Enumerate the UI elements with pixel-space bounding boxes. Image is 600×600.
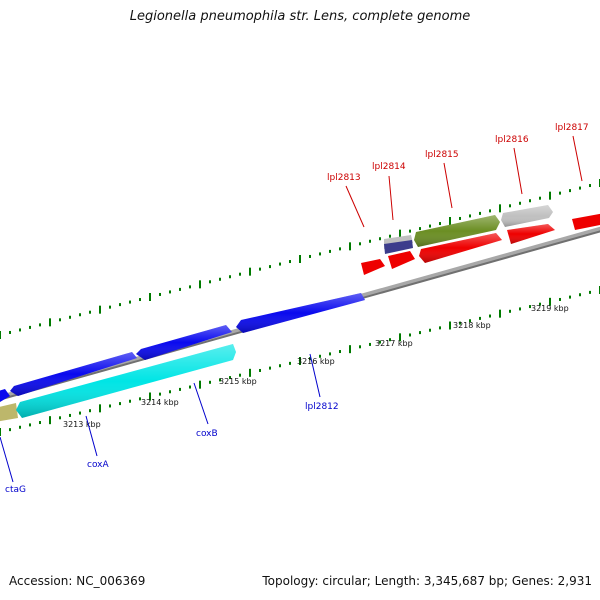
gene-label-lpl2816: lpl2816 xyxy=(495,135,529,145)
gene-arrow xyxy=(0,403,18,422)
genome-title: Legionella pneumophila str. Lens, comple… xyxy=(129,9,471,24)
gene-label-lpl2813: lpl2813 xyxy=(327,173,361,183)
gene-arrow xyxy=(384,240,413,254)
gene-label-lpl2817: lpl2817 xyxy=(555,123,589,133)
gene-label-coxA: coxA xyxy=(87,460,110,470)
gene-label-lpl2814: lpl2814 xyxy=(372,162,406,172)
accession-label: Accession: NC_006369 xyxy=(9,574,146,588)
gene-arrow xyxy=(388,251,415,269)
kbp-label-3214: 3214 kbp xyxy=(141,398,179,407)
lower-scale-ticks xyxy=(0,286,600,436)
gene-label-ctaG: ctaG xyxy=(5,485,26,495)
upper-scale-ticks xyxy=(0,179,600,339)
reverse-strand-features xyxy=(0,344,236,422)
kbp-label-3213: 3213 kbp xyxy=(63,420,101,429)
kbp-labels: 3213 kbp 3214 kbp 3215 kbp 3216 kbp 3217… xyxy=(63,304,569,429)
forward-strand-features xyxy=(0,213,600,402)
label-callouts xyxy=(0,135,583,483)
kbp-label-3218: 3218 kbp xyxy=(453,321,491,330)
gene-arrow xyxy=(0,389,10,402)
gene-label-coxB: coxB xyxy=(196,429,218,439)
genome-summary: Topology: circular; Length: 3,345,687 bp… xyxy=(262,574,592,588)
gene-label-lpl2815: lpl2815 xyxy=(425,150,459,160)
gene-arrow xyxy=(361,259,385,275)
kbp-label-3216: 3216 kbp xyxy=(297,357,335,366)
kbp-label-3219: 3219 kbp xyxy=(531,304,569,313)
kbp-label-3217: 3217 kbp xyxy=(375,339,413,348)
gene-arrow xyxy=(572,213,600,230)
gene-label-lpl2812: lpl2812 xyxy=(305,402,339,412)
kbp-label-3215: 3215 kbp xyxy=(219,377,257,386)
upper-gene-row xyxy=(384,205,553,254)
